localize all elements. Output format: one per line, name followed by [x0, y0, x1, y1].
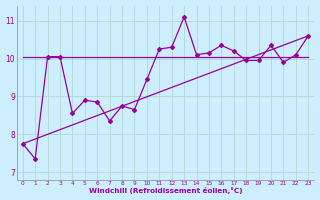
X-axis label: Windchill (Refroidissement éolien,°C): Windchill (Refroidissement éolien,°C): [89, 187, 242, 194]
